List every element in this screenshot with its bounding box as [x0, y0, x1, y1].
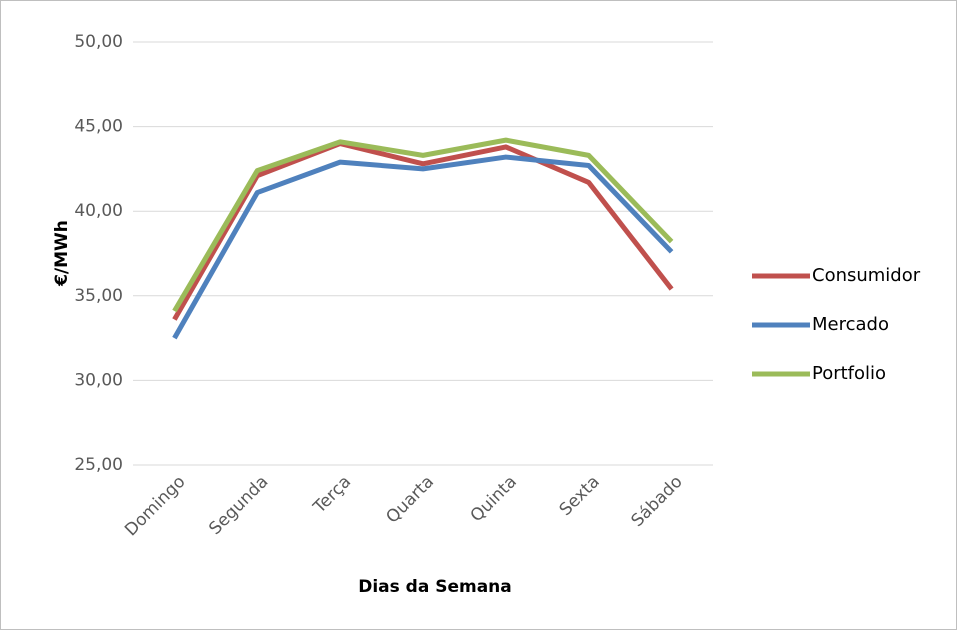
y-tick-label: 25,00	[74, 455, 123, 475]
y-tick-label: 35,00	[74, 286, 123, 306]
legend-label: Mercado	[812, 314, 889, 335]
y-axis-title: €/MWh	[52, 220, 72, 287]
y-tick-label: 30,00	[74, 370, 123, 390]
y-tick-label: 45,00	[74, 117, 123, 137]
y-tick-label: 50,00	[74, 32, 123, 52]
series-line	[172, 137, 674, 313]
series-line	[172, 154, 674, 340]
series-line	[172, 141, 674, 321]
legend-label: Portfolio	[812, 363, 886, 384]
legend-label: Consumidor	[812, 265, 921, 286]
x-axis-title: Dias da Semana	[358, 577, 512, 597]
y-tick-label: 40,00	[74, 201, 123, 221]
